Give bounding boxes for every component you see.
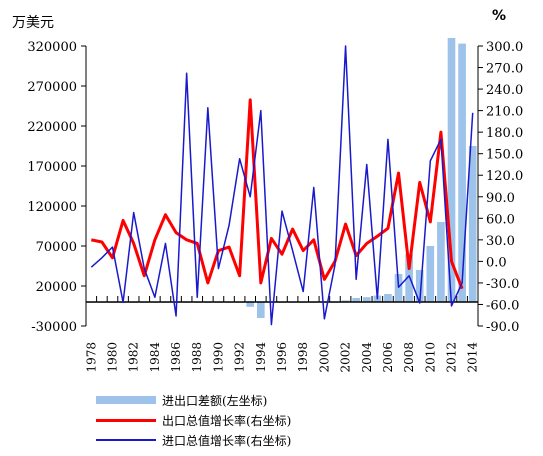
- left-tick-label: 270000: [27, 80, 77, 95]
- bar: [447, 38, 456, 302]
- left-tick-label: 220000: [27, 120, 77, 135]
- right-tick-label: 30.0: [486, 234, 515, 249]
- bar: [362, 297, 371, 302]
- left-tick-label: 170000: [27, 160, 77, 175]
- x-tick-label: 1996: [275, 342, 289, 373]
- right-tick-label: 300.0: [486, 40, 523, 55]
- right-tick-label: 180.0: [486, 126, 523, 141]
- left-tick-label: 120000: [27, 200, 77, 215]
- bar: [426, 246, 435, 302]
- bar: [405, 254, 413, 302]
- left-axis-unit: 万美元: [12, 15, 54, 31]
- legend-item-balance: 进出口差额(左坐标): [96, 390, 426, 410]
- x-tick-label: 2012: [445, 342, 459, 373]
- legend-label: 出口总值增长率(右坐标): [162, 413, 292, 428]
- right-tick-label: 240.0: [486, 83, 523, 98]
- legend-swatch-line: [96, 418, 156, 422]
- legend-item-import: 进口总值增长率(右坐标): [96, 430, 426, 450]
- x-tick-label: 2010: [423, 342, 437, 373]
- bar: [246, 302, 255, 307]
- x-tick-label: 2014: [466, 342, 480, 373]
- right-axis-unit: %: [492, 8, 507, 24]
- x-tick-label: 1986: [169, 342, 183, 373]
- bar: [468, 146, 477, 302]
- export-growth-line: [90, 98, 464, 290]
- legend-label: 进口总值增长率(右坐标): [162, 433, 292, 448]
- legend-swatch-line: [96, 439, 156, 441]
- x-tick-label: 2006: [381, 342, 395, 373]
- x-tick-label: 2008: [402, 342, 416, 373]
- bar: [458, 43, 466, 302]
- legend: 进出口差额(左坐标) 出口总值增长率(右坐标) 进口总值增长率(右坐标): [96, 390, 426, 450]
- legend-swatch-bar: [96, 396, 156, 404]
- right-tick-label: 0.0: [486, 255, 507, 270]
- import-growth-line: [90, 45, 474, 326]
- bar: [352, 298, 360, 302]
- x-tick-label: 1990: [211, 342, 225, 373]
- bar: [394, 274, 403, 302]
- right-tick-label: 150.0: [486, 148, 523, 163]
- right-tick-label: 60.0: [486, 212, 515, 227]
- right-tick-label: -30.0: [486, 277, 519, 292]
- right-tick-label: 90.0: [486, 191, 515, 206]
- x-tick-label: 1998: [296, 342, 310, 373]
- x-tick-label: 1984: [148, 342, 162, 373]
- x-tick-label: 1982: [127, 342, 141, 373]
- x-tick-label: 1988: [190, 342, 204, 373]
- x-tick-label: 2004: [360, 342, 374, 373]
- x-tick-label: 1980: [105, 342, 119, 373]
- right-tick-label: -60.0: [486, 298, 519, 313]
- left-tick-label: 70000: [36, 240, 77, 255]
- x-tick-label: 1992: [233, 342, 247, 373]
- x-tick-label: 1994: [254, 342, 268, 373]
- bar: [341, 300, 350, 302]
- x-tick-label: 2002: [339, 342, 353, 373]
- legend-label: 进出口差额(左坐标): [162, 393, 268, 408]
- left-tick-label: 20000: [36, 280, 77, 295]
- left-tick-label: -30000: [31, 320, 77, 335]
- right-tick-label: 270.0: [486, 62, 523, 77]
- x-tick-label: 1978: [84, 342, 98, 373]
- right-tick-label: 210.0: [486, 105, 523, 120]
- bar: [437, 222, 445, 302]
- legend-item-export: 出口总值增长率(右坐标): [96, 410, 426, 430]
- bar: [256, 302, 265, 318]
- right-tick-label: 120.0: [486, 169, 523, 184]
- left-tick-label: 320000: [27, 40, 77, 55]
- bar: [415, 270, 424, 302]
- right-tick-label: -90.0: [486, 320, 519, 335]
- x-tick-label: 2000: [317, 342, 331, 373]
- bar: [384, 294, 392, 302]
